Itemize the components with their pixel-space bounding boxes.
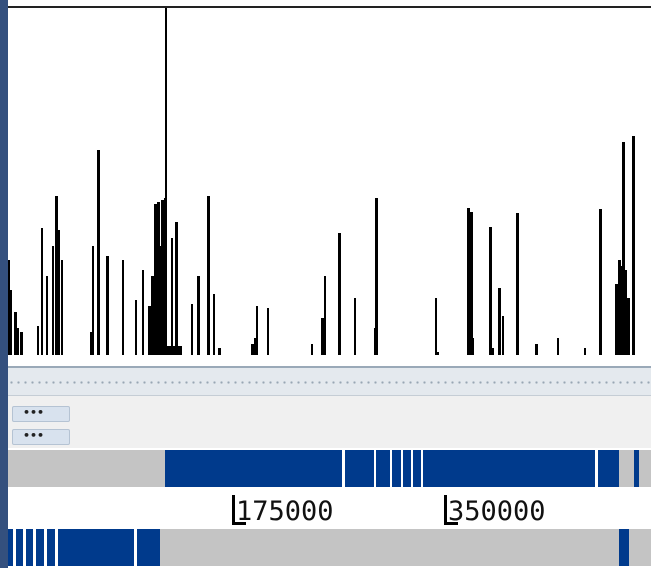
- coverage-bar: [267, 308, 269, 355]
- coverage-bar: [58, 230, 60, 355]
- coverage-bar: [179, 346, 182, 355]
- coverage-bar: [375, 198, 378, 355]
- coverage-bar: [191, 304, 193, 355]
- resize-grip-icon: [8, 379, 651, 387]
- coverage-bar: [8, 260, 10, 355]
- coverage-bar: [135, 300, 137, 355]
- coverage-bar: [175, 222, 178, 355]
- coverage-bar: [171, 238, 173, 355]
- coverage-bar: [618, 260, 621, 355]
- coverage-bar: [10, 290, 12, 355]
- coverage-bar: [557, 338, 559, 355]
- coverage-bar: [256, 306, 258, 355]
- feature-track-1[interactable]: [8, 450, 651, 487]
- coverage-bar: [17, 328, 19, 355]
- coverage-bar: [502, 316, 504, 355]
- coverage-bar: [52, 246, 54, 355]
- ruler-tick-label: 350000: [448, 496, 546, 527]
- ruler-tick-label: 175000: [236, 496, 334, 527]
- coverage-bars: [8, 8, 635, 355]
- coverage-bar: [46, 276, 48, 355]
- coverage-bar: [213, 294, 215, 355]
- feature-track-2[interactable]: [8, 529, 651, 566]
- feature-track-1-blocks: [8, 450, 651, 487]
- coverage-bar: [516, 213, 519, 355]
- coverage-bar: [324, 276, 326, 355]
- coverage-bar: [470, 212, 473, 355]
- coverage-bar: [622, 142, 625, 355]
- coverage-bar: [97, 150, 100, 355]
- coverage-bar: [492, 348, 494, 355]
- coverage-bar: [142, 270, 144, 355]
- coverage-bar: [338, 233, 341, 355]
- coverage-bar: [122, 260, 124, 355]
- coverage-plot[interactable]: [8, 8, 651, 356]
- track-menu-button-1[interactable]: •••: [12, 406, 70, 422]
- coverage-bar: [55, 196, 58, 355]
- coverage-bar: [251, 344, 254, 355]
- coverage-bar: [436, 352, 439, 355]
- coverage-bar: [254, 338, 256, 355]
- coverage-bar: [61, 260, 63, 355]
- coverage-bar: [354, 298, 356, 355]
- coverage-bar: [627, 298, 630, 355]
- coverage-bar: [154, 204, 157, 355]
- coverage-bar: [599, 209, 602, 355]
- coverage-bar: [92, 246, 94, 355]
- coverage-bar: [435, 298, 437, 355]
- coverage-bar: [472, 338, 474, 355]
- coverage-bar: [161, 200, 164, 355]
- coverage-bar: [159, 246, 162, 355]
- coverage-bar: [20, 332, 23, 355]
- plot-top-border: [8, 6, 651, 8]
- feature-track-2-blocks: [8, 529, 651, 566]
- coverage-bar: [467, 208, 470, 355]
- coverage-bar: [151, 276, 154, 355]
- coverage-bar: [157, 202, 160, 355]
- coverage-bar: [584, 348, 586, 355]
- coverage-bar: [489, 227, 492, 355]
- coverage-bar: [218, 348, 221, 355]
- track-menu-button-2[interactable]: •••: [12, 429, 70, 445]
- window-left-edge: [0, 0, 8, 568]
- coverage-bar: [632, 136, 635, 355]
- coverage-bar: [41, 228, 43, 355]
- coverage-bar: [197, 276, 200, 355]
- coverage-bar: [615, 284, 618, 355]
- coverage-bar: [90, 332, 93, 355]
- coverage-bar: [498, 288, 501, 355]
- coverage-bar: [207, 196, 210, 355]
- coverage-bar: [165, 8, 167, 355]
- coverage-bar: [311, 344, 313, 355]
- panel-splitter[interactable]: [8, 366, 651, 396]
- coverage-bar: [106, 256, 109, 355]
- coverage-bar: [321, 318, 324, 355]
- coverage-bar: [625, 270, 627, 355]
- track-controls: ••• •••: [8, 396, 651, 448]
- coordinate-ruler: 175000 350000: [8, 487, 651, 529]
- coverage-bar: [14, 312, 17, 355]
- coverage-bar: [535, 344, 538, 355]
- coverage-bar: [148, 306, 151, 355]
- coverage-bar: [37, 326, 39, 355]
